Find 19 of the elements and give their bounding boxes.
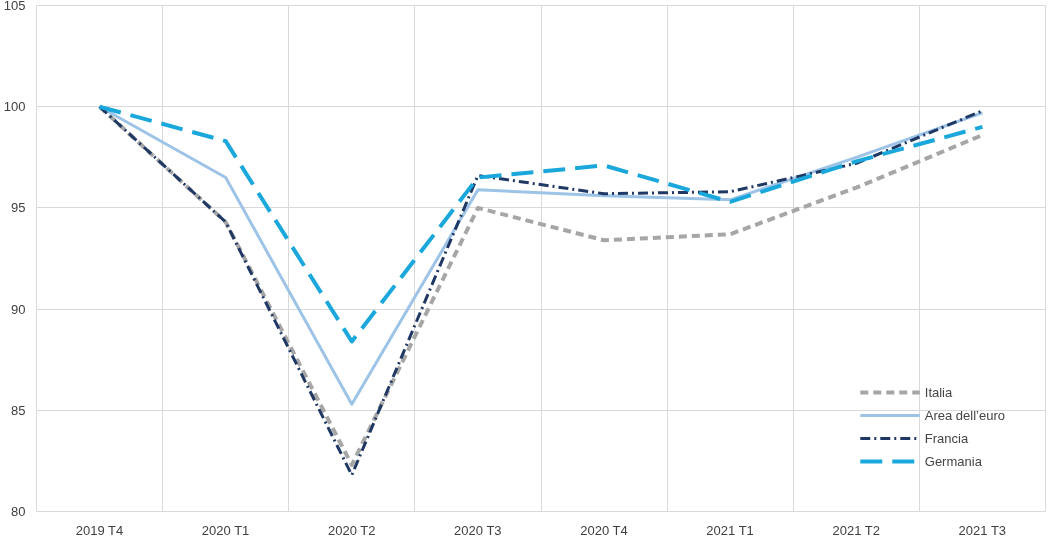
y-tick-label: 90: [11, 301, 26, 317]
x-tick-label: 2019 T4: [75, 522, 124, 538]
x-tick-label: 2020 T1: [201, 522, 250, 538]
x-tick-label: 2021 T1: [706, 522, 754, 538]
y-tick-label: 80: [11, 504, 26, 519]
x-tick-label: 2020 T4: [580, 522, 628, 538]
x-tick-label: 2020 T2: [327, 522, 376, 538]
y-tick-label: 95: [11, 200, 26, 216]
legend-label: Francia: [924, 430, 969, 446]
y-tick-label: 100: [3, 99, 26, 115]
x-tick-label: 2021 T3: [958, 522, 1007, 538]
y-tick-label: 105: [3, 0, 26, 13]
legend-label: Italia: [924, 384, 953, 400]
line-series: [97, 104, 985, 344]
x-tick-label: 2020 T3: [454, 522, 502, 538]
legend-label: Area dell’euro: [924, 407, 1005, 423]
x-tick-label: 2021 T2: [832, 522, 880, 538]
y-tick-label: 85: [11, 402, 26, 418]
legend-label: Germania: [924, 453, 982, 469]
